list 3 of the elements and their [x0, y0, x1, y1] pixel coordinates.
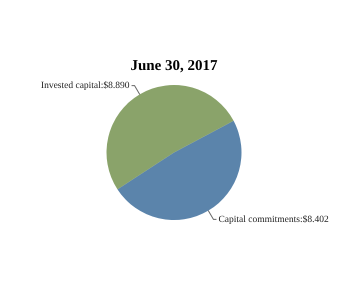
chart-title: June 30, 2017 [130, 58, 218, 74]
slice-label: Invested capital:$8.890 [40, 81, 130, 92]
slice-label: Capital commitments:$8.402 [218, 214, 329, 225]
